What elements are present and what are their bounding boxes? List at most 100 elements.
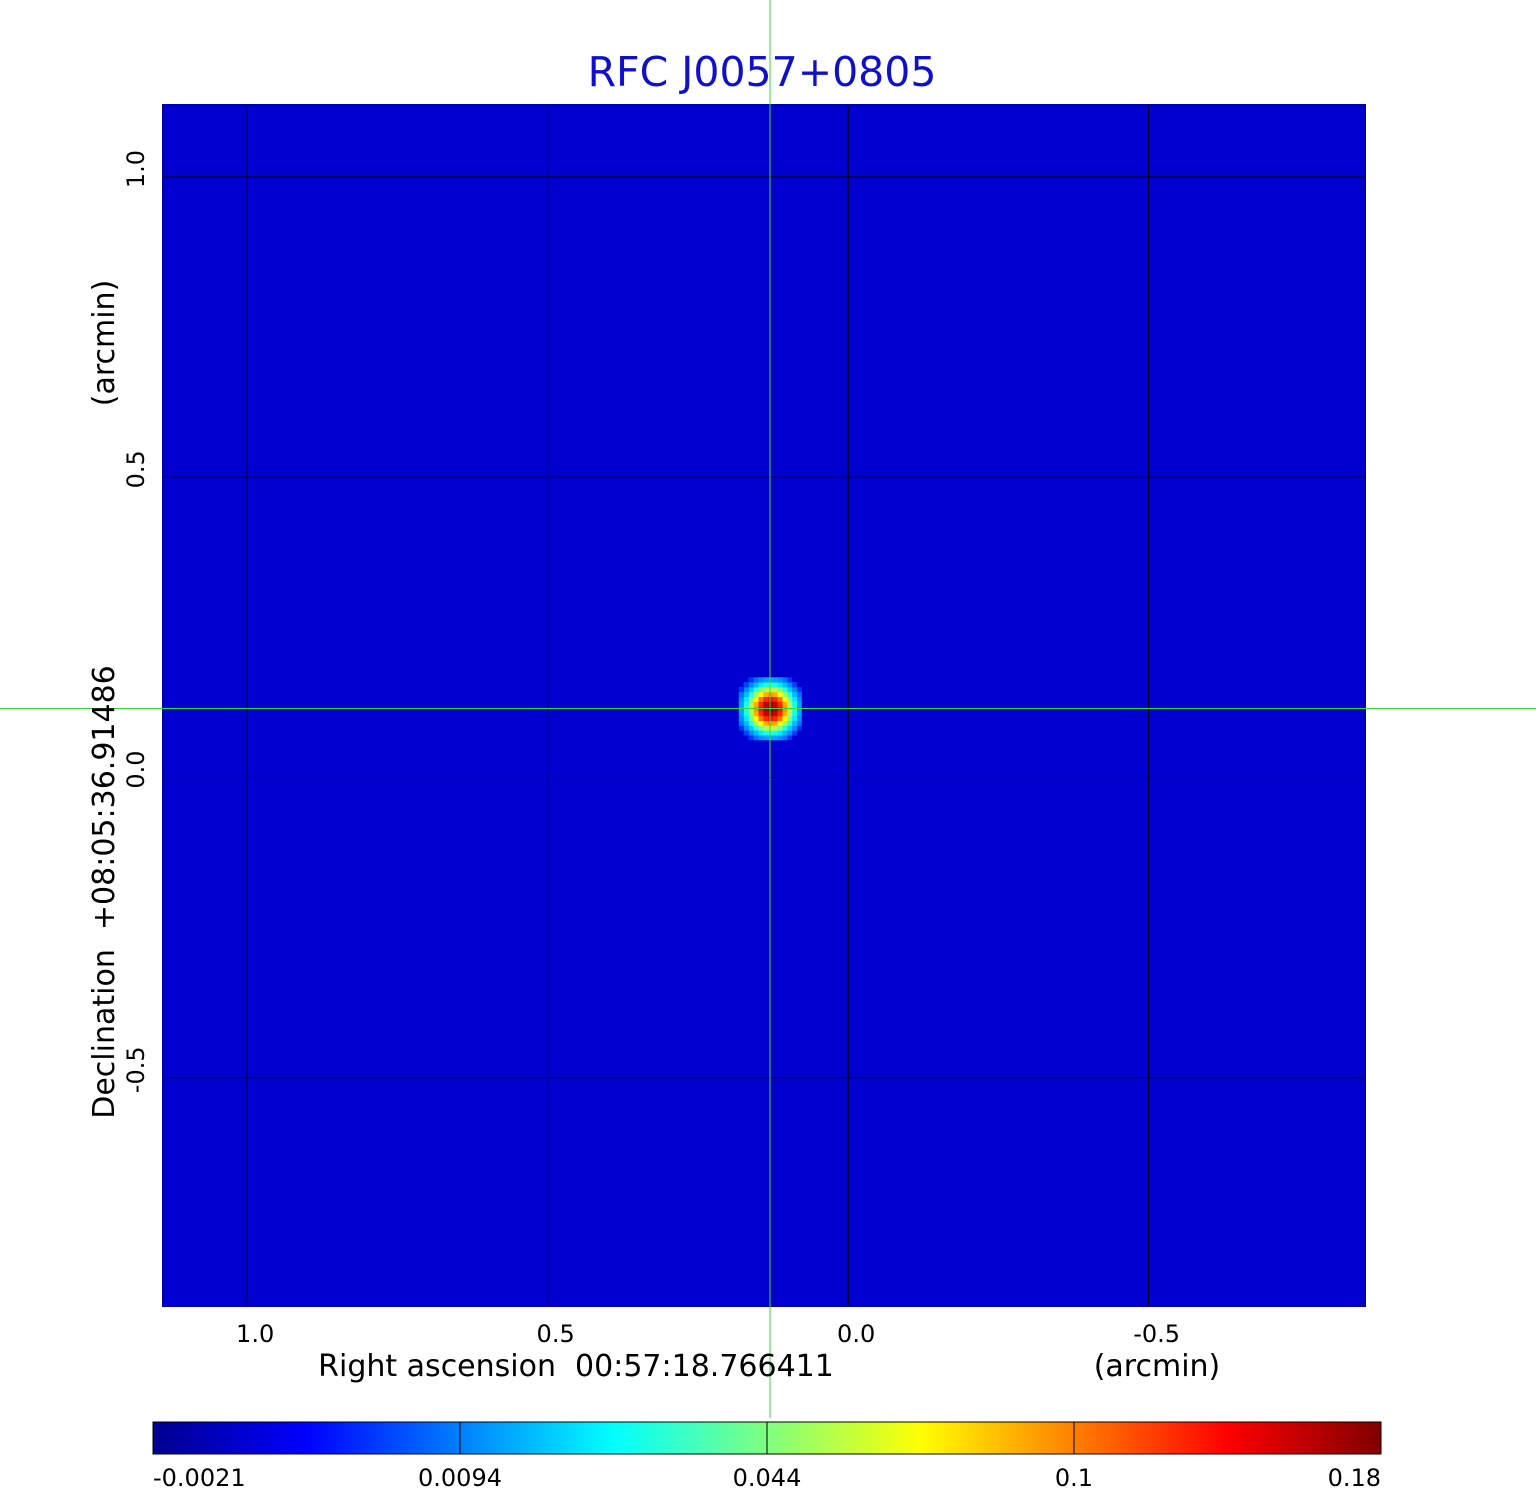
heatmap-cell [743,691,749,697]
heatmap-cell [791,682,797,688]
plot-frame [162,104,1366,1307]
chart-title: RFC J0057+0805 [588,48,937,96]
heatmap-cell [748,686,754,693]
heatmap-cell [753,734,759,741]
heatmap-cell [782,734,788,741]
heatmap-cell [796,710,802,717]
heatmap-cell [748,691,754,697]
heatmap-cell [743,701,749,707]
heatmap-cell [772,696,778,702]
heatmap-cell [748,677,754,683]
heatmap-cell [753,682,759,688]
heatmap-cell [753,696,759,702]
y-axis-label: Declination +08:05:36.91486 [87,665,122,1119]
heatmap-cell [738,715,745,722]
heatmap-cell [757,715,764,722]
heatmap-cell [796,720,802,726]
heatmap-cell [786,734,793,741]
heatmap-cell [796,691,802,697]
heatmap-cell [748,682,754,688]
heatmap-cell [748,730,754,736]
colorbar-tick-label: -0.0021 [153,1464,246,1492]
y-tick-label: 0.5 [122,450,150,488]
heatmap-cell [753,720,759,726]
heatmap-cell [796,701,802,707]
heatmap-cell [782,686,788,693]
heatmap-cell [786,730,793,736]
heatmap-cell [777,691,783,697]
heatmap-cell [748,720,754,726]
heatmap-cell [782,715,788,722]
heatmap-cell [796,725,802,731]
heatmap-cell [753,730,759,736]
heatmap-cell [782,701,788,707]
x-tick-label: 0.5 [537,1320,575,1348]
x-tick-label: 1.0 [236,1320,274,1348]
heatmap-cell [762,720,769,726]
heatmap-cell [762,686,769,693]
heatmap-cell [786,686,793,693]
heatmap-cell [748,715,754,722]
heatmap-cell [772,730,778,736]
heatmap-cell [786,720,793,726]
heatmap-cell [762,691,769,697]
colorbar-tick-label: 0.0094 [418,1464,502,1492]
heatmap-cell [762,734,769,741]
heatmap-cell [786,701,793,707]
heatmap-cell [757,696,764,702]
heatmap-cell [777,730,783,736]
heatmap-cell [782,730,788,736]
colorbar-tick-label: 0.18 [1328,1464,1381,1492]
heatmap-cell [753,710,759,717]
heatmap-cell [782,710,788,717]
crosshair [0,0,1536,1418]
heatmap-cell [757,710,764,717]
heatmap-cell [777,715,783,722]
heatmap-cell [748,710,754,717]
heatmap-cell [757,686,764,693]
heatmap-cell [782,691,788,697]
heatmap-cell [786,715,793,722]
heatmap-cell [757,701,764,707]
heatmap-cell [796,696,802,702]
heatmap-cell [772,720,778,726]
heatmap-cell [777,734,783,741]
heatmap-cell [786,710,793,717]
heatmap-cell [738,701,745,707]
heatmap-cell [743,720,749,726]
heatmap-cell [796,686,802,693]
heatmap-cell [777,677,783,683]
heatmap-cell [782,720,788,726]
heatmap-cell [772,682,778,688]
heatmap-cell [743,715,749,722]
heatmap-cell [757,677,764,683]
x-axis-label: Right ascension 00:57:18.766411 [318,1349,834,1384]
y-tick-label: 1.0 [122,150,150,188]
heatmap-cell [791,715,797,722]
heatmap-cell [772,734,778,741]
heatmap-cell [738,725,745,731]
heatmap-cell [777,720,783,726]
heatmap-cell [782,682,788,688]
heatmap-cell [753,691,759,697]
heatmap-cell [762,715,769,722]
colorbar-ticks: -0.0021 0.0094 0.044 0.1 0.18 [152,1422,1382,1492]
heatmap-cell [743,696,749,702]
heatmap-cell [757,682,764,688]
heatmap-cell [772,677,778,683]
heatmap-cell [777,682,783,688]
heatmap-cell [762,710,769,717]
heatmap-cell [743,710,749,717]
heatmap-cell [772,701,778,707]
heatmap-cell [743,682,749,688]
y-axis-unit: (arcmin) [87,280,122,407]
heatmap-cell [762,725,769,731]
heatmap-cell [757,691,764,697]
heatmap-cell [772,686,778,693]
heatmap-cell [748,696,754,702]
heatmap-cell [777,725,783,731]
heatmap-cell [772,691,778,697]
heatmap-cell [743,686,749,693]
heatmap-cell [772,725,778,731]
